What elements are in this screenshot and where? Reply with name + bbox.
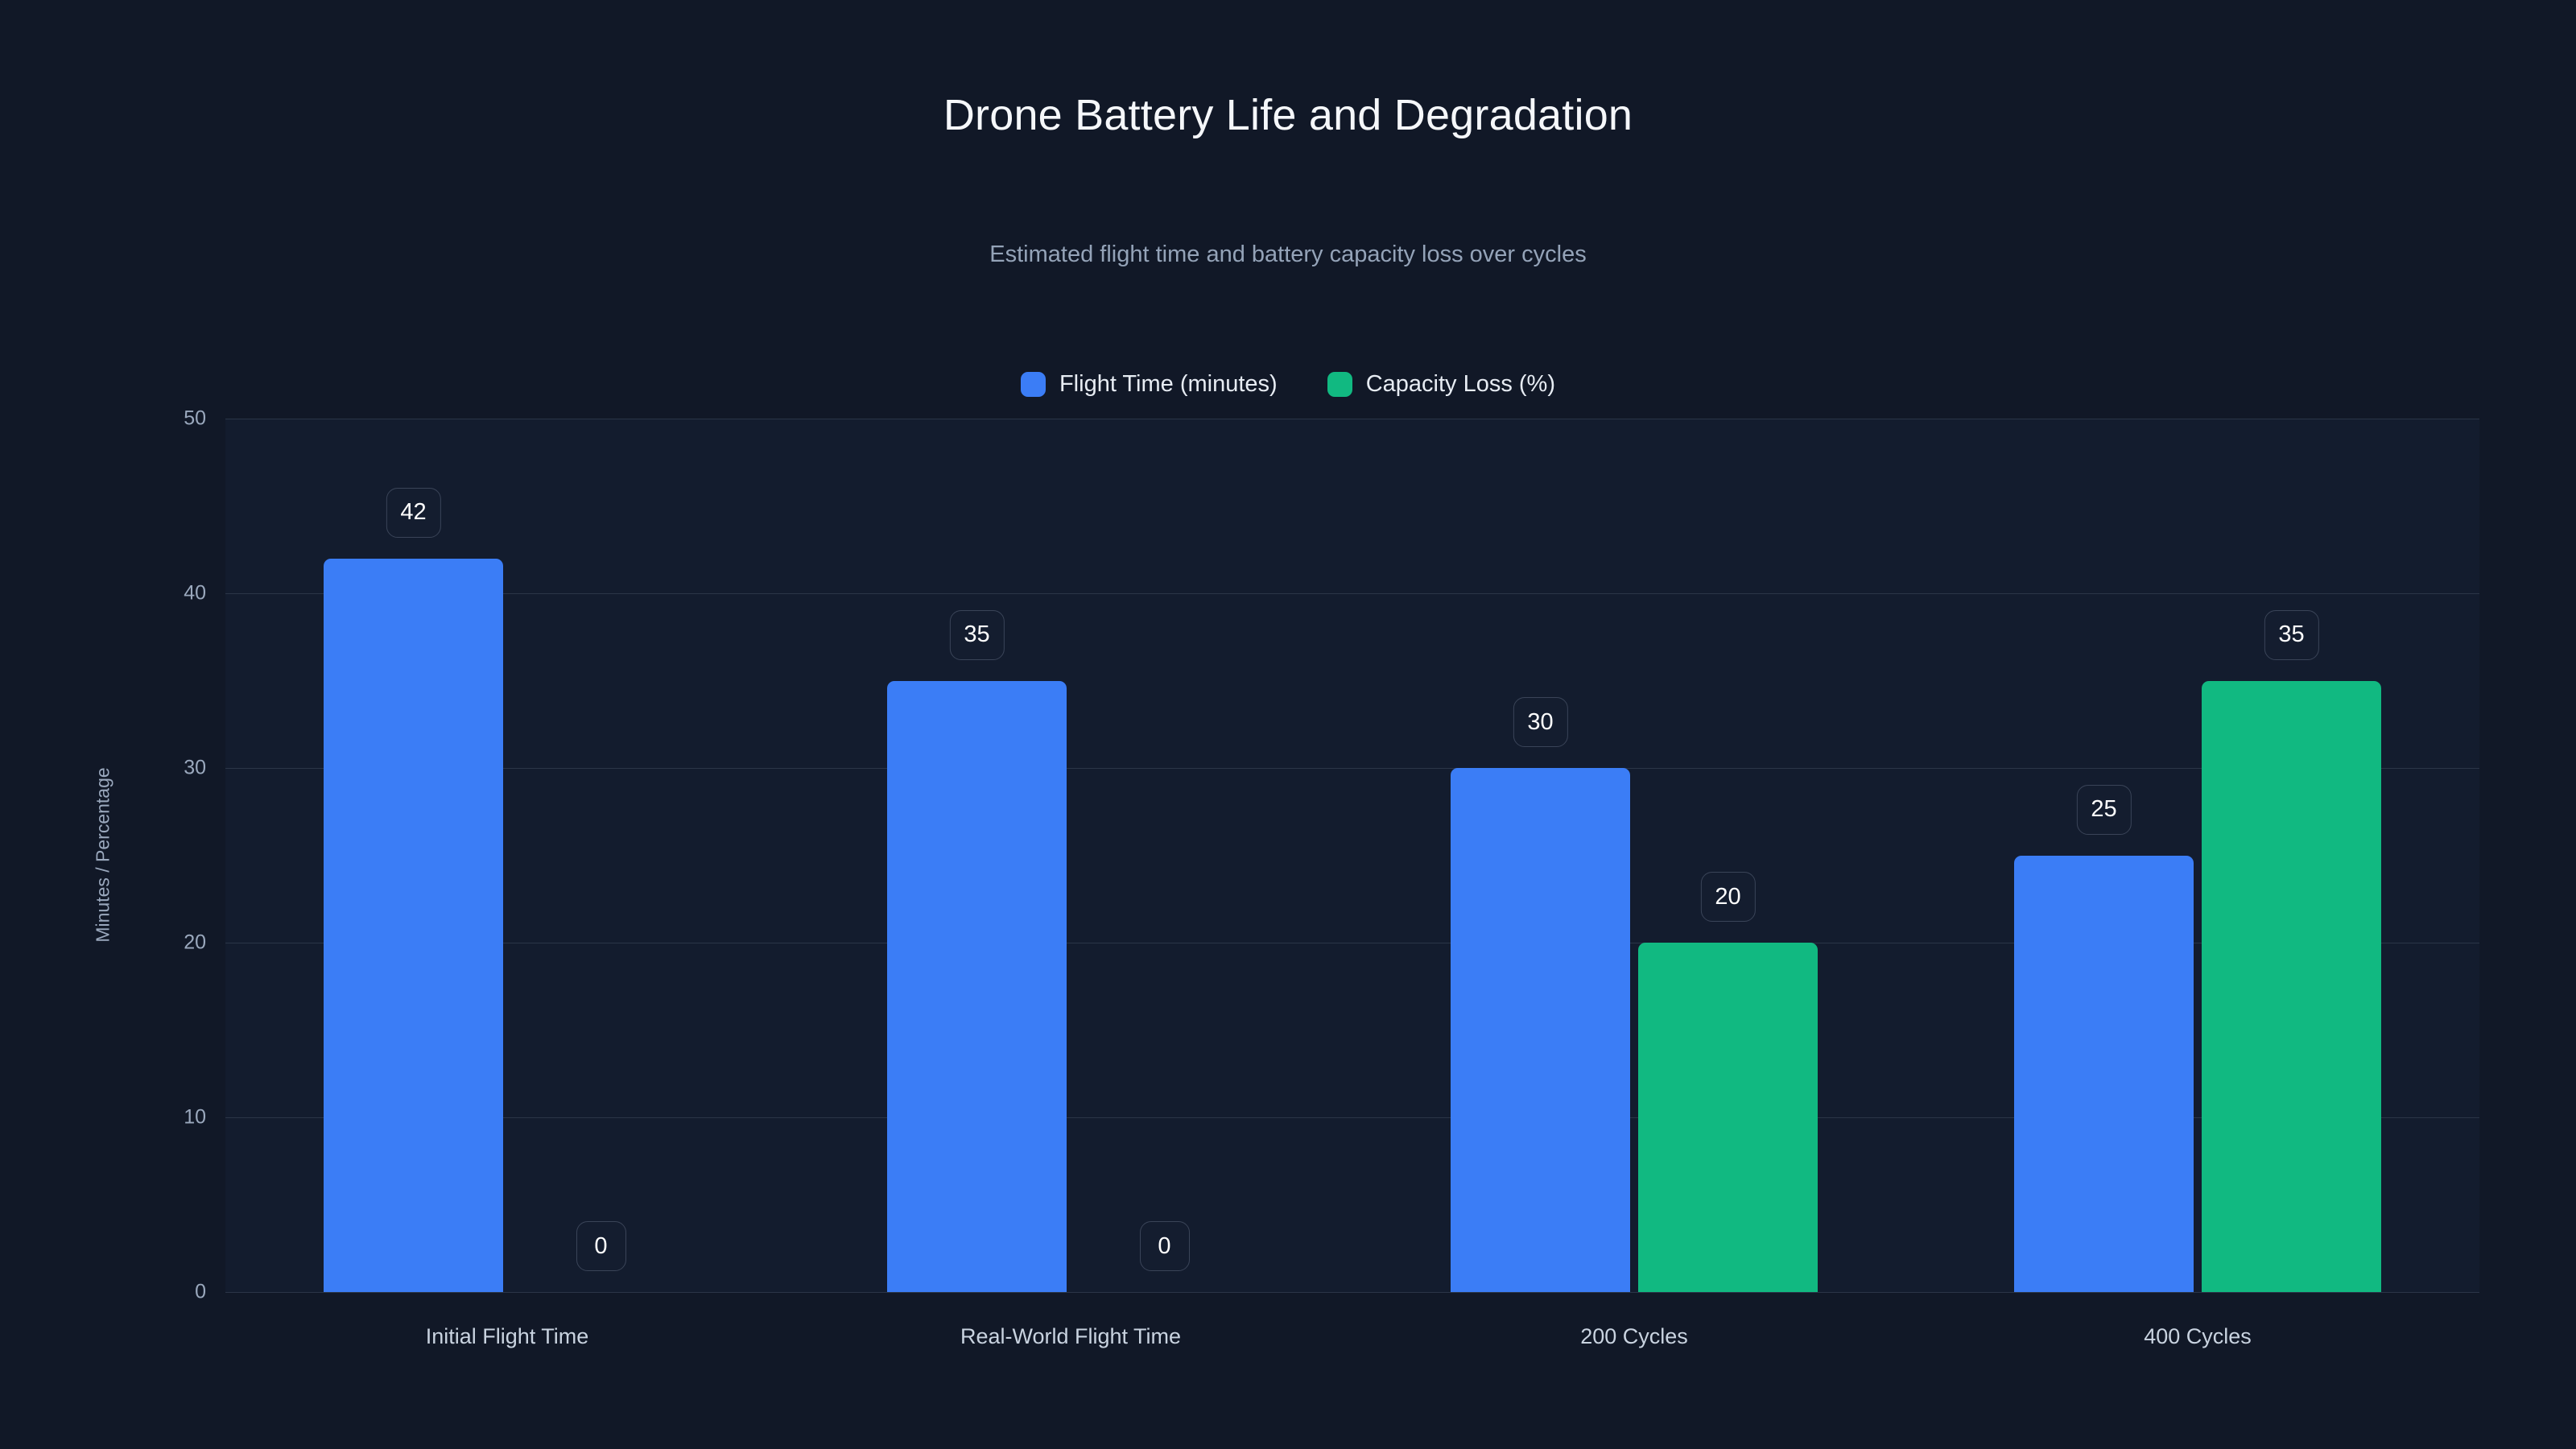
gridline	[225, 1117, 2479, 1118]
legend-item-1[interactable]: Capacity Loss (%)	[1327, 372, 1555, 397]
y-tick-label: 20	[184, 931, 206, 954]
data-label-badge: 0	[576, 1221, 626, 1271]
gridline	[225, 1292, 2479, 1293]
bar-0-1[interactable]	[887, 680, 1067, 1292]
chart-subtitle: Estimated flight time and battery capaci…	[989, 242, 1587, 267]
data-label-badge: 25	[2076, 784, 2132, 835]
y-tick-label: 0	[195, 1280, 206, 1303]
x-tick-label: 400 Cycles	[2144, 1324, 2252, 1348]
bar-0-2[interactable]	[1451, 768, 1630, 1292]
x-tick-label: Real-World Flight Time	[960, 1324, 1182, 1348]
legend-item-0[interactable]: Flight Time (minutes)	[1020, 371, 1278, 397]
bar-0-0[interactable]	[324, 558, 503, 1292]
bar-0-3[interactable]	[2014, 855, 2194, 1292]
y-tick-label: 30	[184, 756, 206, 779]
y-tick-label: 10	[184, 1105, 206, 1129]
bar-1-2[interactable]	[1638, 943, 1818, 1292]
legend-label: Capacity Loss (%)	[1365, 371, 1556, 397]
legend-swatch-icon	[1020, 372, 1046, 397]
legend-swatch-icon	[1327, 372, 1352, 397]
data-label-badge: 42	[386, 487, 441, 538]
gridline	[225, 768, 2479, 769]
x-tick-label: Initial Flight Time	[425, 1324, 589, 1348]
y-tick-label: 40	[184, 581, 206, 605]
plot-area	[225, 419, 2479, 1293]
page-title: Drone Battery Life and Degradation	[943, 91, 1633, 139]
x-tick-label: 200 Cycles	[1580, 1324, 1688, 1348]
y-axis-title: Minutes / Percentage	[92, 767, 114, 943]
data-label-badge: 35	[949, 609, 1005, 660]
data-label-badge: 35	[2264, 609, 2319, 660]
gridline	[225, 593, 2479, 594]
chart-legend: Flight Time (minutes) Capacity Loss (%)	[0, 372, 2576, 397]
data-label-badge: 30	[1513, 697, 1568, 747]
data-label-badge: 20	[1700, 872, 1756, 922]
y-tick-label: 50	[184, 407, 206, 430]
bar-1-3[interactable]	[2202, 680, 2381, 1292]
data-label-badge: 0	[1139, 1221, 1190, 1271]
legend-label: Flight Time (minutes)	[1059, 371, 1278, 397]
